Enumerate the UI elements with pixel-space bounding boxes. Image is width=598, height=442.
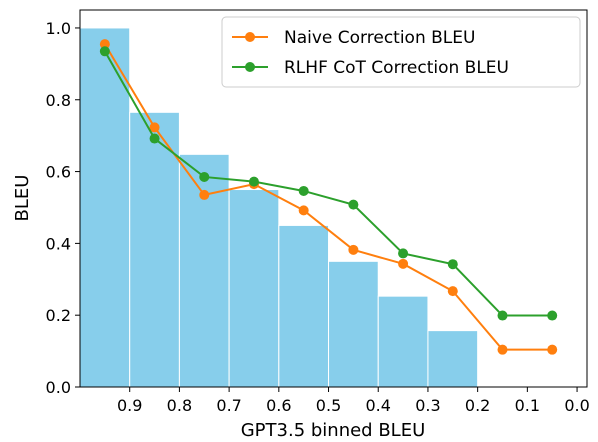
y-tick-label-4: 0.8 xyxy=(46,91,71,110)
x-tick-label-8: 0.1 xyxy=(515,396,540,415)
bar-5 xyxy=(328,260,379,388)
series-1-point-1 xyxy=(149,133,160,144)
x-tick-label-7: 0.2 xyxy=(465,396,490,415)
legend-box xyxy=(221,16,581,88)
plot-frame xyxy=(79,9,588,388)
histogram-bars xyxy=(79,27,479,388)
series-line-0 xyxy=(103,43,553,351)
series-1-point-2 xyxy=(199,171,210,182)
legend: Naive Correction BLEU RLHF CoT Correction… xyxy=(221,16,581,88)
bar-3 xyxy=(228,189,280,388)
y-tick-label-1: 0.2 xyxy=(46,306,71,325)
y-tick-label-2: 0.4 xyxy=(46,234,71,253)
series-1-point-5 xyxy=(348,199,359,210)
series-0-point-0 xyxy=(99,39,110,50)
series-0-point-8 xyxy=(497,344,508,355)
bar-4 xyxy=(278,224,330,388)
y-tick-label-0: 0.0 xyxy=(46,378,71,397)
bar-7 xyxy=(427,330,479,388)
series-0-point-4 xyxy=(298,205,309,216)
legend-label-1: RLHF CoT Correction BLEU xyxy=(284,58,509,78)
series-1-point-4 xyxy=(298,185,309,196)
legend-label-0: Naive Correction BLEU xyxy=(284,28,475,48)
bar-1 xyxy=(129,111,180,388)
y-tick-label-3: 0.6 xyxy=(46,163,71,182)
series-lines xyxy=(99,39,558,355)
bar-2 xyxy=(178,153,230,388)
x-tick-label-9: 0.0 xyxy=(564,396,589,415)
series-0-point-2 xyxy=(199,189,210,200)
series-1-point-9 xyxy=(547,310,558,321)
y-axis-ticks: 0.0 0.2 0.4 0.6 0.8 1.0 xyxy=(46,19,80,397)
bar-6 xyxy=(377,295,429,388)
series-1-point-8 xyxy=(497,310,508,321)
x-axis-ticks: 0.9 0.8 0.7 0.6 0.5 0.4 0.3 0.2 0.1 0.0 xyxy=(117,387,590,415)
legend-marker-0 xyxy=(245,32,255,42)
series-0-point-9 xyxy=(547,344,558,355)
series-1-point-0 xyxy=(99,46,110,57)
series-line-1 xyxy=(103,50,553,317)
series-0-point-7 xyxy=(447,286,458,297)
x-tick-label-4: 0.5 xyxy=(316,396,341,415)
x-tick-label-1: 0.8 xyxy=(167,396,192,415)
legend-marker-1 xyxy=(245,62,255,72)
series-0-point-6 xyxy=(398,258,409,269)
series-1-point-7 xyxy=(447,259,458,270)
x-tick-label-3: 0.6 xyxy=(266,396,291,415)
x-tick-label-6: 0.3 xyxy=(415,396,440,415)
x-tick-label-2: 0.7 xyxy=(216,396,241,415)
y-axis-label: BLEU xyxy=(12,175,33,222)
bar-0 xyxy=(79,27,131,388)
series-0-point-1 xyxy=(149,122,160,133)
x-tick-label-0: 0.9 xyxy=(117,396,142,415)
series-0-point-5 xyxy=(348,244,359,255)
x-tick-label-5: 0.4 xyxy=(366,396,391,415)
series-1-point-6 xyxy=(398,248,409,259)
y-tick-label-5: 1.0 xyxy=(46,19,71,38)
series-1-point-3 xyxy=(248,176,259,187)
x-axis-label: GPT3.5 binned BLEU xyxy=(241,420,426,441)
